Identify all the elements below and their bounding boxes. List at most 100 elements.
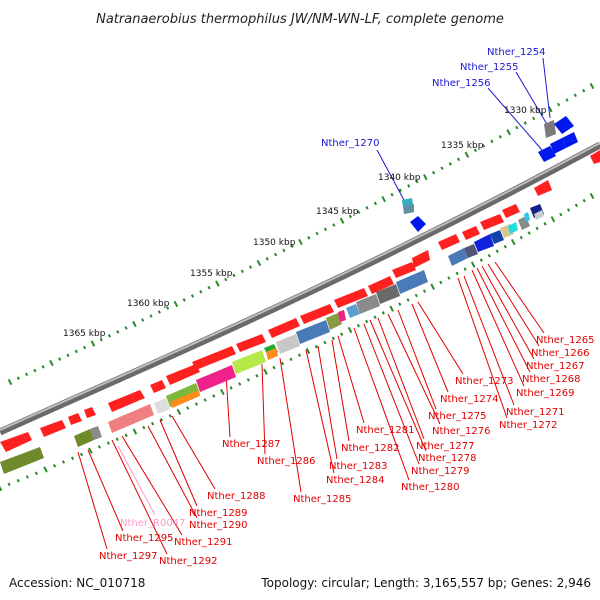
gene-arrow[interactable] [554,116,574,134]
gene-label[interactable]: Nther_1280 [401,482,459,493]
gene-label[interactable]: Nther_1271 [506,407,564,418]
minor-tick [274,252,278,257]
leader-line [331,339,350,442]
gene-arrow[interactable] [236,334,266,352]
kbp-label: 1350 kbp [253,238,296,248]
minor-tick [224,277,228,282]
inner-scale-ticks [0,192,595,492]
minor-tick [487,253,491,258]
gene-label[interactable]: Nther_1255 [460,62,518,73]
gene-label[interactable]: Nther_1291 [174,537,232,548]
gene-label[interactable]: Nther_1279 [411,466,469,477]
gene-label[interactable]: Nther_1292 [159,556,217,567]
gene-label[interactable]: Nther_1268 [522,374,580,385]
gene-arrow[interactable] [562,132,578,148]
gene-label[interactable]: Nther_1276 [432,426,490,437]
minor-tick [503,244,507,249]
gene-arrow[interactable] [502,204,520,218]
gene-label[interactable]: Nther_1270 [321,138,379,149]
gene-arrow[interactable] [392,262,416,278]
minor-tick [331,336,335,341]
gene-label[interactable]: Nther_1281 [356,425,414,436]
minor-tick [567,208,571,212]
rna-label[interactable]: Nther_R0047 [120,518,185,529]
leader-line [476,267,531,373]
gene-arrow[interactable] [268,318,300,338]
major-tick [305,347,311,355]
minor-tick [398,302,402,306]
minor-tick [314,345,318,349]
gene-label[interactable]: Nther_1275 [428,411,486,422]
gene-label[interactable]: Nther_1283 [329,461,387,472]
gene-label[interactable]: Nther_1274 [440,394,498,405]
gene-label[interactable]: Nther_1254 [487,47,545,58]
gene-label[interactable]: Nther_1272 [499,420,557,431]
gene-arrow[interactable] [550,138,566,154]
gene-arrow[interactable] [0,432,32,452]
major-tick [464,151,470,158]
gene-label[interactable]: Nther_1287 [222,439,280,450]
minor-tick [61,460,66,464]
gene-features [0,116,600,474]
gene-label[interactable]: Nther_1267 [526,361,584,372]
major-tick [7,378,13,386]
gene-arrow[interactable] [438,234,460,250]
minor-tick [58,357,62,361]
kbp-label: 1360 kbp [127,299,170,309]
minor-tick [340,332,344,336]
gene-arrow[interactable] [84,407,96,418]
gene-arrow[interactable] [462,226,480,240]
major-tick [132,428,138,435]
gene-arrow[interactable] [538,146,556,162]
minor-tick [519,235,523,240]
gene-label[interactable]: Nther_1289 [189,508,247,519]
gene-arrow[interactable] [590,150,600,164]
gene-arrow[interactable] [534,180,552,196]
leader-line [376,149,405,201]
gene-arrow[interactable] [192,346,236,370]
gene-label[interactable]: Nther_1297 [99,551,157,562]
gene-arrow[interactable] [412,250,430,268]
gene-arrow[interactable] [166,364,200,385]
major-tick [0,484,3,492]
major-tick [90,340,96,347]
gene-label[interactable]: Nther_1256 [432,78,490,89]
gene-label[interactable]: Nther_1282 [341,443,399,454]
gene-label[interactable]: Nther_1265 [536,335,594,346]
minor-tick [297,353,302,357]
gene-label[interactable]: Nther_1277 [416,441,474,452]
minor-tick [157,310,161,314]
gene-label[interactable]: Nther_1284 [326,475,384,486]
gene-arrow[interactable] [410,216,426,232]
gene-arrow[interactable] [368,276,394,294]
gene-label[interactable]: Nther_1266 [531,348,589,359]
leader-line [377,317,425,440]
minor-tick [52,464,57,468]
gene-label[interactable]: Nther_1278 [418,453,476,464]
minor-tick [356,323,360,328]
minor-tick [79,452,84,457]
gene-label[interactable]: Nther_1288 [207,491,265,502]
minor-tick [473,148,477,153]
gene-label[interactable]: Nther_1295 [115,533,173,544]
colored-feature-row [0,204,544,474]
major-tick [298,238,303,246]
gene-label[interactable]: Nther_1273 [455,376,513,387]
gene-arrow[interactable] [480,214,504,230]
gene-label[interactable]: Nther_1286 [257,456,315,467]
gene-arrow[interactable] [40,420,66,437]
leader-line [417,301,464,375]
minor-tick [33,368,37,373]
gene-arrow[interactable] [334,288,368,308]
gene-arrow[interactable] [300,304,334,324]
leader-line [77,451,108,550]
gene-arrow[interactable] [68,413,82,425]
gene-label[interactable]: Nther_1285 [293,494,351,505]
major-tick [132,320,137,328]
gene-arrow[interactable] [150,380,166,393]
gene-label[interactable]: Nther_1269 [516,388,574,399]
gene-label[interactable]: Nther_1290 [189,520,247,531]
leader-line [494,261,545,334]
gene-arrow[interactable] [108,390,145,412]
major-tick [176,408,182,416]
